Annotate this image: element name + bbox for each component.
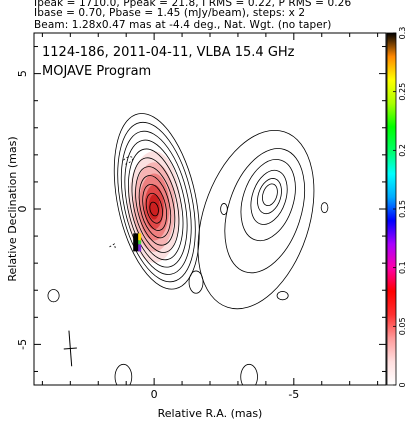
core-contour-0 bbox=[113, 113, 200, 290]
chart-subtitle: MOJAVE Program bbox=[42, 64, 151, 79]
core-contour-7 bbox=[138, 175, 172, 239]
negative-contour-0 bbox=[123, 156, 134, 165]
isolated-contour-3 bbox=[320, 202, 329, 214]
vector-pixel-0 bbox=[133, 233, 140, 252]
core-contour-5 bbox=[131, 157, 180, 253]
isolated-contour-0 bbox=[188, 270, 204, 294]
core-contour-9 bbox=[145, 192, 163, 224]
core-contour-2 bbox=[120, 130, 192, 275]
colorbar-tick-label: 0.05 bbox=[398, 317, 407, 335]
y-tick-label: 5 bbox=[16, 70, 29, 77]
y-tick-label: -5 bbox=[16, 339, 29, 350]
axis-ticks bbox=[34, 33, 386, 385]
contour-layer bbox=[47, 113, 329, 385]
colorbar-tick-label: 0.1 bbox=[398, 261, 407, 274]
colorbar-tick-label: 0 bbox=[398, 382, 407, 387]
vector-pixel-1 bbox=[138, 233, 142, 241]
core-contour-10 bbox=[149, 201, 159, 217]
vector-pixel-3 bbox=[138, 244, 142, 252]
isolated-contour-4 bbox=[114, 363, 133, 385]
core-contour-6 bbox=[135, 166, 176, 246]
isolated-contour-2 bbox=[220, 203, 228, 215]
secondary-contour-4 bbox=[257, 178, 282, 215]
secondary-contour-2 bbox=[240, 159, 296, 242]
x-axis-label: Relative R.A. (mas) bbox=[158, 407, 263, 420]
header-line-beam: Beam: 1.28x0.47 mas at -4.4 deg., Nat. W… bbox=[34, 19, 332, 31]
x-tick-label: -5 bbox=[288, 388, 299, 401]
secondary-contour-0 bbox=[197, 129, 315, 310]
colorbar-tick-label: 0.2 bbox=[398, 144, 407, 157]
polarization-vector-block bbox=[133, 233, 142, 252]
y-axis-label: Relative Declination (mas) bbox=[6, 136, 19, 281]
vector-pixel-2 bbox=[138, 240, 142, 245]
core-contour-8 bbox=[142, 183, 168, 231]
secondary-contour-1 bbox=[224, 148, 305, 274]
header-line-peak-rms: Ipeak = 1710.0, Ppeak = 21.8, I RMS = 0.… bbox=[34, 0, 352, 9]
secondary-contour-5 bbox=[262, 183, 278, 206]
chart-title: 1124-186, 2011-04-11, VLBA 15.4 GHz bbox=[42, 45, 295, 60]
colorbar-ticks: 0 0.05 0.1 0.15 0.2 0.25 0.3 bbox=[393, 27, 407, 388]
plot-frame bbox=[33, 32, 387, 386]
isolated-contour-1 bbox=[47, 289, 60, 303]
colorbar-tick-label: 0.3 bbox=[398, 27, 407, 40]
header-line-base-steps: Ibase = 0.70, Pbase = 1.45 (mJy/beam), s… bbox=[34, 7, 306, 19]
core-contour-4 bbox=[128, 148, 184, 261]
core-contour-1 bbox=[117, 121, 196, 283]
y-tick-label: 0 bbox=[16, 206, 29, 213]
axis-tick-labels: 0 -5 5 0 -5 bbox=[16, 70, 299, 401]
isolated-contour-5 bbox=[240, 363, 258, 385]
isolated-contour-6 bbox=[276, 291, 289, 301]
secondary-contour-3 bbox=[250, 169, 288, 225]
colorbar-tick-label: 0.15 bbox=[398, 200, 407, 218]
core-contour-3 bbox=[124, 139, 188, 268]
negative-contour-1 bbox=[109, 243, 116, 249]
colorbar-tick-label: 0.25 bbox=[398, 83, 407, 101]
beam-minor-axis bbox=[63, 347, 77, 350]
beam-marker bbox=[63, 330, 77, 367]
x-tick-label: 0 bbox=[151, 388, 158, 401]
